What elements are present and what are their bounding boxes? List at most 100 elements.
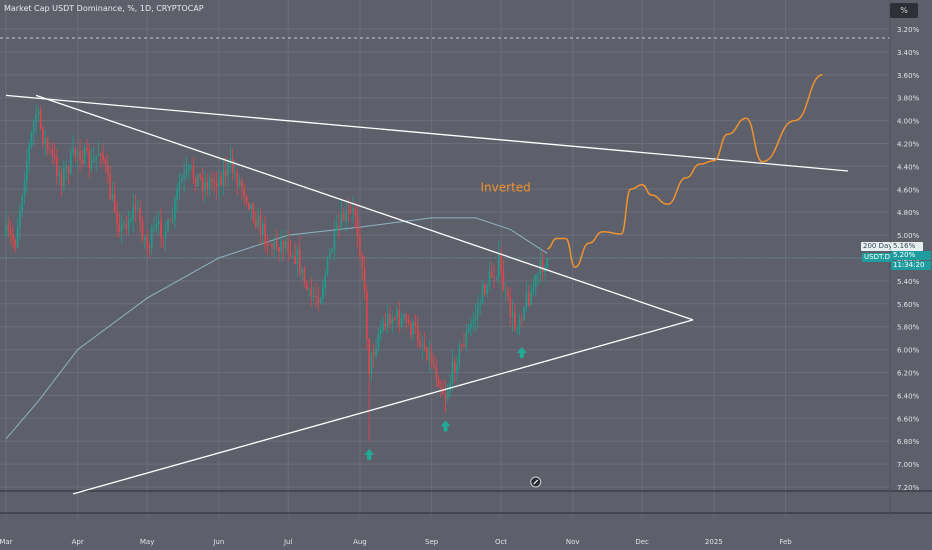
candle-body <box>326 257 329 275</box>
candle-body <box>118 223 121 232</box>
candle-body <box>44 138 47 143</box>
candle-body <box>194 177 197 187</box>
candle-body <box>537 273 539 275</box>
candle-body <box>100 153 102 155</box>
candle-body <box>421 345 424 347</box>
candle-body <box>449 382 451 392</box>
candle-body <box>481 284 484 304</box>
candle-body <box>271 244 273 249</box>
candle-body <box>243 187 246 196</box>
candle-body <box>30 132 33 146</box>
candle-body <box>347 210 350 212</box>
candle-body <box>287 240 290 252</box>
candle-body <box>305 283 308 290</box>
candle-body <box>171 220 174 222</box>
trendline <box>72 319 694 495</box>
candle-body <box>148 246 151 248</box>
candle-body <box>16 227 19 248</box>
candle-body <box>467 327 470 333</box>
candle-body <box>393 318 396 320</box>
candle-body <box>74 148 77 157</box>
candle-body <box>366 291 368 339</box>
candle-body <box>127 220 130 230</box>
candle-body <box>451 361 454 383</box>
candle-body <box>123 223 125 225</box>
y-tick-label: 3.20% <box>897 26 920 34</box>
candle-body <box>35 113 37 124</box>
candle-body <box>428 351 431 360</box>
x-tick-label: Aug <box>353 538 367 546</box>
y-tick-label: 6.80% <box>897 438 920 446</box>
candle-body <box>264 223 266 245</box>
candle-body <box>317 296 320 304</box>
candle-body <box>419 341 421 347</box>
candle-body <box>67 166 70 174</box>
y-tick-label: 5.40% <box>897 278 920 286</box>
candle-body <box>63 168 65 187</box>
candle-body <box>153 227 155 229</box>
candle-body <box>268 244 271 246</box>
candle-body <box>245 195 248 203</box>
candle-body <box>95 155 98 159</box>
trendline <box>5 94 849 172</box>
candle-body <box>252 204 255 221</box>
candle-body <box>183 173 185 180</box>
candle-body <box>88 150 91 169</box>
x-tick-label: 2025 <box>705 538 723 546</box>
candle-body <box>180 179 183 182</box>
candle-body <box>199 174 202 178</box>
y-tick-label: 7.00% <box>897 461 920 469</box>
candle-body <box>456 364 458 374</box>
y-tick-label: 4.20% <box>897 141 920 149</box>
candle-body <box>130 218 132 221</box>
candle-body <box>370 351 373 374</box>
candle-body <box>396 310 398 319</box>
candle-body <box>169 219 172 222</box>
candle-body <box>414 322 417 327</box>
candle-body <box>409 323 412 335</box>
candle-body <box>312 296 315 298</box>
candle-body <box>372 351 375 357</box>
candle-body <box>280 240 283 253</box>
candle-body <box>174 198 176 221</box>
candle-body <box>354 208 357 216</box>
y-tick-label: 5.60% <box>897 301 920 309</box>
percent-scale-button[interactable]: % <box>890 3 918 18</box>
candle-body <box>102 154 104 160</box>
candle-body <box>255 220 257 228</box>
candle-body <box>308 288 310 290</box>
candle-body <box>352 208 354 211</box>
candle-body <box>514 312 516 330</box>
x-tick-label: Jul <box>283 538 293 546</box>
candle-body <box>493 277 495 279</box>
y-tick-label: 4.80% <box>897 209 920 217</box>
x-tick-label: Oct <box>495 538 507 546</box>
candle-body <box>437 378 440 388</box>
candle-body <box>58 173 61 176</box>
candle-body <box>190 165 192 167</box>
candle-body <box>76 151 79 157</box>
candle-body <box>484 284 486 294</box>
candle-body <box>384 323 387 327</box>
candle-body <box>113 193 116 213</box>
candle-body <box>532 287 535 291</box>
y-tick-label: 4.60% <box>897 186 920 194</box>
candle-body <box>342 213 345 221</box>
candle-body <box>213 180 215 184</box>
candle-body <box>282 240 285 249</box>
candle-body <box>500 254 502 271</box>
candle-body <box>56 158 58 176</box>
candle-body <box>215 183 218 187</box>
candle-body <box>134 206 137 210</box>
candle-body <box>405 313 407 321</box>
candle-body <box>398 310 401 327</box>
y-tick-label: 5.80% <box>897 324 920 332</box>
candle-body <box>261 223 264 234</box>
candle-body <box>79 151 81 161</box>
candle-body <box>21 195 24 211</box>
candle-body <box>69 152 72 174</box>
candle-body <box>407 320 410 324</box>
candle-body <box>546 258 549 268</box>
candle-body <box>377 333 380 349</box>
